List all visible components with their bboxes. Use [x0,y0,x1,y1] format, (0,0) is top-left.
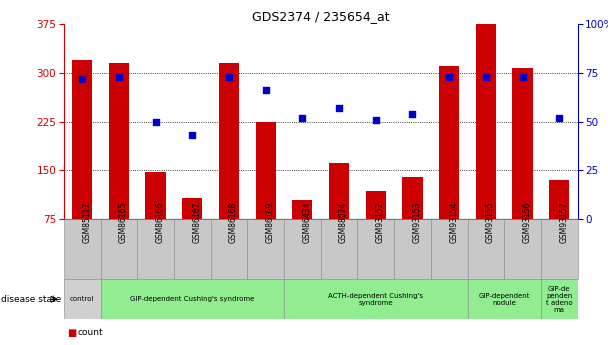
Bar [476,24,496,219]
Point [371,117,381,122]
Bar [284,279,468,319]
Text: GSM93155: GSM93155 [486,201,495,243]
Point [114,74,124,80]
Point [187,132,197,138]
Bar [174,219,210,279]
Text: disease state: disease state [1,295,61,304]
Bar [247,219,284,279]
Bar [358,219,394,279]
Text: GSM86169: GSM86169 [266,201,275,243]
Bar [109,63,129,219]
Bar [468,279,541,319]
Text: GIP-dependent
nodule: GIP-dependent nodule [478,293,530,306]
Point [481,74,491,80]
Bar [137,219,174,279]
Point [407,111,417,117]
Text: GSM93154: GSM93154 [449,201,458,243]
Bar [431,219,468,279]
Text: GIP-de
penden
t adeno
ma: GIP-de penden t adeno ma [546,286,573,313]
Bar [72,60,92,219]
Point [554,115,564,120]
Bar [468,219,504,279]
Text: GSM86165: GSM86165 [119,201,128,243]
Bar [504,219,541,279]
Bar [255,122,276,219]
Bar [145,172,165,219]
Point [297,115,307,120]
Bar [541,219,578,279]
Text: GSM85117: GSM85117 [82,201,91,243]
Bar [365,191,386,219]
Text: GSM86168: GSM86168 [229,201,238,243]
Point [517,74,527,80]
Text: GSM86166: GSM86166 [156,201,165,243]
Bar [402,177,423,219]
Text: GSM93157: GSM93157 [559,201,568,243]
Bar [541,279,578,319]
Point [444,74,454,80]
Text: GSM93156: GSM93156 [522,201,531,243]
Point [224,74,234,80]
Text: GSM86167: GSM86167 [192,201,201,243]
Bar [439,66,459,219]
Bar [219,63,239,219]
Bar [284,219,321,279]
Bar [182,198,202,219]
Bar [210,219,247,279]
Bar [394,219,431,279]
Text: control: control [70,296,94,302]
Point [261,88,271,93]
Bar [64,219,100,279]
Title: GDS2374 / 235654_at: GDS2374 / 235654_at [252,10,390,23]
Point [151,119,161,125]
Text: GSM86434: GSM86434 [302,201,311,243]
Bar [329,162,349,219]
Text: ACTH-dependent Cushing's
syndrome: ACTH-dependent Cushing's syndrome [328,293,423,306]
Point [334,105,344,111]
Text: ■: ■ [67,328,76,338]
Bar [100,279,284,319]
Text: GSM88074: GSM88074 [339,201,348,243]
Bar [100,219,137,279]
Text: GSM93152: GSM93152 [376,201,385,243]
Bar [513,68,533,219]
Text: GSM93153: GSM93153 [412,201,421,243]
Bar [321,219,358,279]
Point [77,76,87,81]
Text: count: count [77,328,103,337]
Bar [292,199,313,219]
Text: GIP-dependent Cushing's syndrome: GIP-dependent Cushing's syndrome [130,296,255,302]
Bar [549,180,569,219]
Bar [64,279,100,319]
